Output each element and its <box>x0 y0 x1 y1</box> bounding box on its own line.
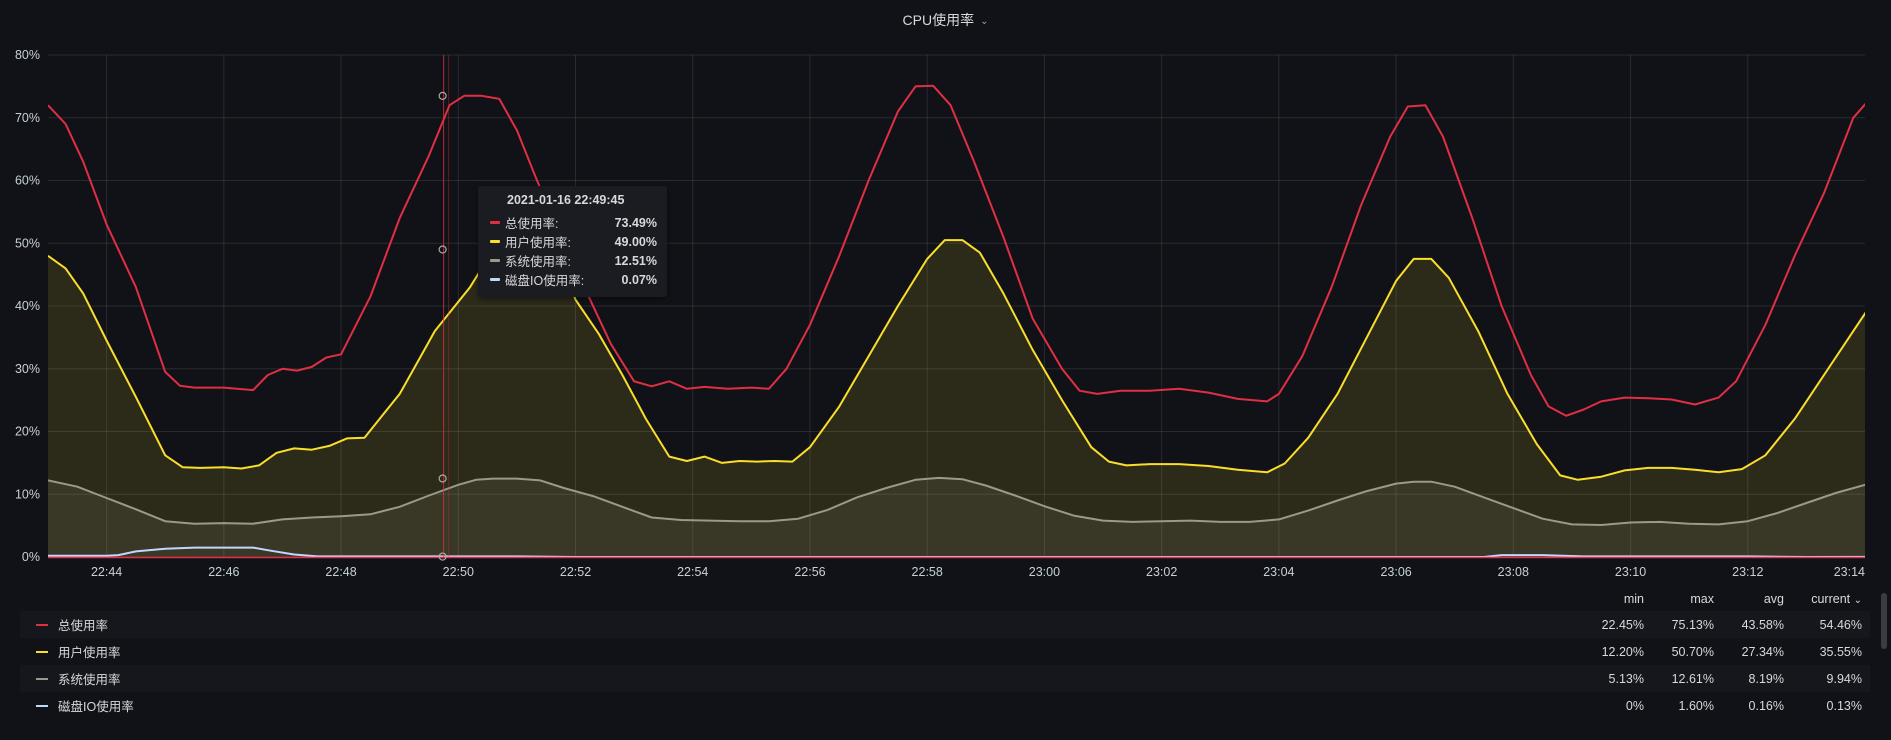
tooltip-series-name: 系统使用率: <box>505 255 571 269</box>
y-tick-label: 40% <box>15 299 40 313</box>
legend-header-current-label: current <box>1811 592 1851 606</box>
legend-max: 50.70% <box>1671 644 1714 659</box>
x-tick-label: 23:14 <box>1834 565 1865 579</box>
legend-series-name[interactable]: 用户使用率 <box>58 646 121 660</box>
tooltip-series-value: 12.51% <box>614 253 657 268</box>
legend-row[interactable]: 总使用率 22.45% 75.13% 43.58% 54.46% <box>20 611 1870 638</box>
x-tick-label: 22:54 <box>677 565 708 579</box>
series-line[interactable] <box>48 546 1891 558</box>
legend-min: 0% <box>1625 698 1644 713</box>
tooltip-series-name: 总使用率: <box>505 217 559 231</box>
tooltip-time: 2021-01-16 22:49:45 <box>507 193 625 207</box>
tooltip-row: 用户使用率: 49.00% <box>490 232 657 251</box>
legend-current: 0.13% <box>1826 698 1862 713</box>
x-tick-label: 23:04 <box>1263 565 1294 579</box>
grid <box>48 54 1865 558</box>
cursor-point-marker <box>438 245 447 254</box>
legend-avg: 27.34% <box>1741 644 1784 659</box>
x-tick-label: 22:48 <box>325 565 356 579</box>
series-color-swatch[interactable] <box>36 650 48 653</box>
x-tick-label: 22:46 <box>208 565 239 579</box>
legend-row[interactable]: 系统使用率 5.13% 12.61% 8.19% 9.94% <box>20 665 1870 692</box>
legend-header-max[interactable]: max <box>1690 592 1714 606</box>
tooltip-series-value: 49.00% <box>614 234 657 249</box>
x-tick-label: 22:44 <box>91 565 122 579</box>
legend-header: min max avg current ⌄ <box>20 587 1870 611</box>
tooltip-series-name: 用户使用率: <box>505 236 571 250</box>
x-tick-label: 22:50 <box>443 565 474 579</box>
y-tick-label: 0% <box>22 550 40 564</box>
series-color-swatch <box>490 221 500 224</box>
y-tick-label: 80% <box>15 48 40 62</box>
tooltip-row: 系统使用率: 12.51% <box>490 251 657 270</box>
legend-current: 9.94% <box>1826 671 1862 686</box>
legend-avg: 0.16% <box>1748 698 1784 713</box>
tooltip-series-value: 0.07% <box>621 272 657 287</box>
y-axis-tick-labels: 0% 10% 20% 30% 40% 50% 60% 70% 80% <box>15 48 40 564</box>
legend-header-current[interactable]: current ⌄ <box>1784 592 1870 606</box>
legend-table: min max avg current ⌄ 总使用率 22.45% 75.13%… <box>20 587 1870 719</box>
x-tick-label: 22:58 <box>912 565 943 579</box>
y-tick-label: 30% <box>15 362 40 376</box>
x-tick-label: 23:00 <box>1029 565 1060 579</box>
tooltip-row: 总使用率: 73.49% <box>490 213 657 232</box>
x-tick-label: 23:02 <box>1146 565 1177 579</box>
y-tick-label: 70% <box>15 111 40 125</box>
hover-cursor <box>438 55 450 561</box>
series-color-swatch <box>490 259 500 262</box>
x-tick-label: 22:52 <box>560 565 591 579</box>
panel-title[interactable]: CPU使用率 ⌄ <box>0 10 1891 30</box>
cursor-point-marker <box>438 474 447 483</box>
cursor-point-marker <box>438 552 447 561</box>
x-axis-tick-labels: 22:44 22:46 22:48 22:50 22:52 22:54 22:56 22:58… <box>91 565 1865 579</box>
legend-avg: 8.19% <box>1748 671 1784 686</box>
legend-scrollbar[interactable] <box>1881 593 1887 649</box>
chevron-down-icon: ⌄ <box>1853 595 1862 606</box>
legend-series-name[interactable]: 总使用率 <box>58 619 109 633</box>
y-tick-label: 10% <box>15 487 40 501</box>
y-tick-label: 20% <box>15 425 40 439</box>
legend-max: 75.13% <box>1671 617 1714 632</box>
panel-title-text: CPU使用率 <box>902 12 975 28</box>
series-area-fill <box>48 477 1865 557</box>
x-tick-label: 23:10 <box>1615 565 1646 579</box>
x-tick-label: 22:56 <box>794 565 825 579</box>
legend-current: 35.55% <box>1819 644 1862 659</box>
series-color-swatch[interactable] <box>36 677 48 680</box>
legend-row[interactable]: 磁盘IO使用率 0% 1.60% 0.16% 0.13% <box>20 692 1870 719</box>
x-tick-label: 23:12 <box>1732 565 1763 579</box>
series-color-swatch[interactable] <box>36 623 48 626</box>
y-tick-label: 60% <box>15 174 40 188</box>
legend-series-name[interactable]: 磁盘IO使用率 <box>58 700 134 714</box>
x-tick-label: 23:06 <box>1380 565 1411 579</box>
x-tick-label: 23:08 <box>1498 565 1529 579</box>
legend-min: 12.20% <box>1601 644 1644 659</box>
tooltip-series-name: 磁盘IO使用率: <box>505 274 585 288</box>
chevron-down-icon: ⌄ <box>980 16 989 27</box>
legend-row[interactable]: 用户使用率 12.20% 50.70% 27.34% 35.55% <box>20 638 1870 665</box>
tooltip-row: 磁盘IO使用率: 0.07% <box>490 270 657 289</box>
legend-series-name[interactable]: 系统使用率 <box>58 673 121 687</box>
series-color-swatch <box>490 278 500 281</box>
hover-tooltip: 2021-01-16 22:49:45 总使用率: 73.49% 用户使用率: … <box>478 186 667 297</box>
legend-avg: 43.58% <box>1741 617 1784 632</box>
series-color-swatch <box>490 240 500 243</box>
legend-max: 1.60% <box>1678 698 1714 713</box>
cpu-usage-chart[interactable]: 0%10%20%30%40%50%60%70%80% 22:44 22:46 22:… <box>0 0 1891 580</box>
series-line[interactable] <box>48 84 1891 417</box>
legend-min: 5.13% <box>1608 671 1644 686</box>
legend-current: 54.46% <box>1819 617 1862 632</box>
y-tick-label: 50% <box>15 236 40 250</box>
legend-max: 12.61% <box>1671 671 1714 686</box>
series-color-swatch[interactable] <box>36 704 48 707</box>
tooltip-series-value: 73.49% <box>614 215 657 230</box>
legend-header-avg[interactable]: avg <box>1763 592 1784 606</box>
cursor-point-marker <box>438 91 447 100</box>
series-line[interactable] <box>48 239 1891 481</box>
legend-header-min[interactable]: min <box>1623 592 1644 606</box>
legend-min: 22.45% <box>1601 617 1644 632</box>
